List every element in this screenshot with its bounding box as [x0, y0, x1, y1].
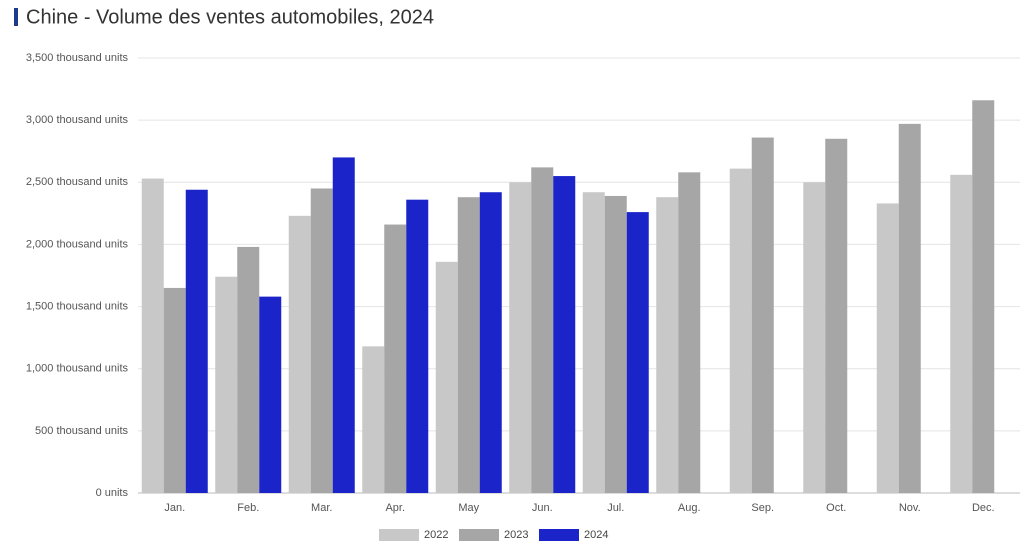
bar [626, 212, 649, 493]
y-tick-label: 2,500 thousand units [26, 176, 129, 188]
y-tick-label: 3,500 thousand units [26, 52, 129, 64]
legend-swatch [539, 529, 579, 541]
bar [457, 197, 480, 493]
x-tick-label: Aug. [678, 502, 701, 514]
x-tick-label: Apr. [385, 502, 405, 514]
x-tick-label: Jun. [532, 502, 553, 514]
legend-swatch [379, 529, 419, 541]
bar [332, 157, 355, 493]
x-tick-label: Mar. [311, 502, 332, 514]
legend-label: 2024 [584, 529, 608, 541]
bar [259, 296, 282, 493]
bar [582, 192, 605, 493]
bar [825, 138, 848, 494]
bar [876, 203, 899, 493]
bar [803, 182, 826, 494]
bar [185, 189, 208, 493]
y-tick-label: 1,500 thousand units [26, 300, 129, 312]
bar [898, 123, 921, 493]
bar [406, 199, 429, 493]
x-tick-label: Nov. [899, 502, 921, 514]
bar [384, 224, 407, 494]
y-tick-label: 2,000 thousand units [26, 238, 129, 250]
bar [288, 215, 311, 494]
legend-swatch [459, 529, 499, 541]
x-tick-label: Sep. [751, 502, 774, 514]
x-tick-label: Jan. [164, 502, 185, 514]
x-tick-label: Oct. [826, 502, 846, 514]
y-tick-label: 500 thousand units [35, 425, 128, 437]
chart-title: Chine - Volume des ventes automobiles, 2… [26, 6, 434, 28]
bar [509, 182, 532, 494]
y-tick-label: 1,000 thousand units [26, 363, 129, 375]
bar [163, 287, 186, 493]
bar [479, 192, 502, 493]
bar [141, 178, 164, 494]
legend-label: 2022 [424, 529, 448, 541]
bar [972, 100, 995, 493]
bar [950, 174, 973, 494]
legend-label: 2023 [504, 529, 528, 541]
bar [310, 188, 333, 493]
bar [604, 195, 627, 493]
bar [751, 137, 774, 494]
bar [531, 167, 554, 493]
title-marker [14, 8, 18, 26]
bar [678, 172, 701, 494]
x-tick-label: Feb. [237, 502, 259, 514]
bar [362, 346, 385, 493]
bar [729, 168, 752, 493]
x-tick-label: Dec. [972, 502, 995, 514]
bar [237, 246, 260, 493]
bar [553, 176, 576, 494]
bar [435, 261, 458, 493]
bar [215, 276, 238, 493]
bar [656, 197, 679, 493]
y-tick-label: 0 units [96, 487, 129, 499]
x-tick-label: Jul. [607, 502, 624, 514]
y-tick-label: 3,000 thousand units [26, 114, 129, 126]
x-tick-label: May [458, 502, 479, 514]
